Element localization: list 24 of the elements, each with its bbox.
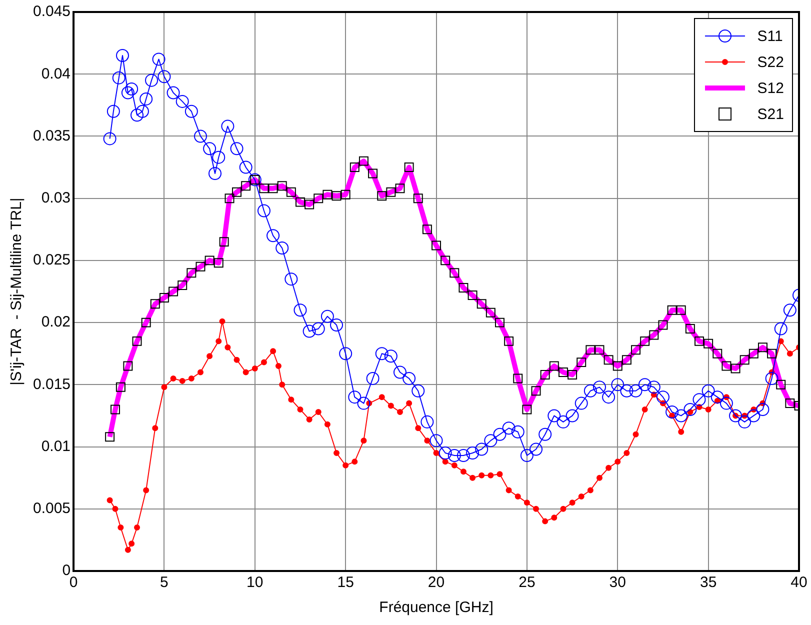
x-tick-label: 5 [160,574,168,592]
y-tick-label: 0 [62,562,71,580]
y-axis-title: |S'ij-TAR - Sij-Multiline TRL| [8,198,26,386]
y-tick-label: 0.015 [32,376,71,393]
y-tick-label: 0.025 [32,252,71,269]
x-tick-label: 30 [609,574,626,592]
x-tick-label: 20 [428,574,445,592]
x-tick-label: 40 [790,574,808,592]
x-axis-title: Fréquence [GHz] [379,599,494,616]
legend-label: S21 [757,106,784,122]
x-tick-label: 15 [337,574,354,592]
x-tick-label: 35 [700,574,717,592]
legend-label: S12 [757,80,784,96]
x-tick-label: 25 [518,574,536,592]
y-tick-label: 0.035 [32,127,71,144]
y-tick-label: 0.04 [41,65,71,82]
y-tick-label: 0.02 [41,314,71,331]
y-tick-label: 0.045 [32,3,71,20]
legend-label: S22 [757,54,784,70]
legend-label: S11 [757,28,783,44]
x-tick-label: 10 [246,574,264,592]
y-tick-label: 0.005 [32,500,71,518]
y-tick-label: 0.01 [41,438,71,455]
y-tick-label: 0.03 [41,189,71,206]
